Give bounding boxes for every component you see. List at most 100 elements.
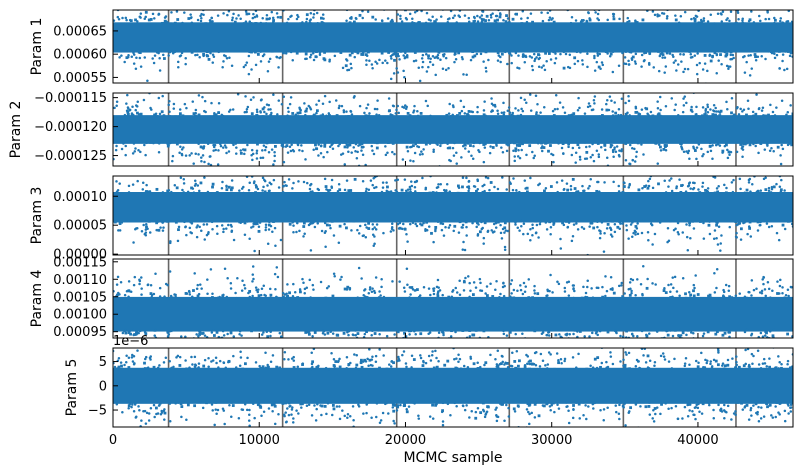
sample-point [623,62,626,65]
sample-point [180,51,184,55]
sample-point [703,62,707,65]
sample-point [139,112,143,116]
sample-point [730,111,733,115]
sample-point [462,73,465,76]
sample-point [478,16,482,19]
sample-point [412,59,416,63]
sample-point [349,62,353,66]
sample-point [781,53,785,56]
sample-point [484,19,487,22]
sample-point [309,53,313,56]
sample-point [628,50,631,54]
sample-point [454,57,458,61]
sample-point [569,21,573,25]
sample-point [259,22,263,25]
sample-point [787,10,791,13]
sample-point [696,22,699,25]
sample-point [151,12,155,16]
sample-point [312,51,315,55]
sample-point [420,10,423,13]
sample-point [304,57,307,61]
sample-point [132,51,135,55]
sample-point [350,66,353,70]
sample-point [767,17,771,21]
sample-point [444,68,448,72]
sample-point [402,69,405,73]
sample-point [786,20,790,23]
sample-point [709,59,713,63]
sample-point [633,60,637,63]
sample-point [446,17,450,21]
sample-point [530,56,534,59]
sample-point [502,19,505,22]
sample-point [645,107,649,111]
sample-point [436,56,440,60]
sample-point [322,17,325,20]
sample-point [640,53,644,57]
sample-point [374,18,377,21]
sample-point [409,1,412,4]
series-points [113,1,793,83]
sample-point [247,72,251,76]
sample-point [634,62,637,65]
sample-point [350,51,354,55]
sample-point [627,59,630,63]
sample-point [211,53,215,56]
sample-point [250,68,253,71]
sample-point [674,59,677,62]
sample-point [453,53,456,56]
sample-point [157,51,160,55]
sample-point [641,18,645,22]
sample-point [190,21,194,25]
sample-point [689,52,693,56]
sample-point [776,145,780,149]
sample-point [473,19,477,23]
sample-point [175,10,179,13]
sample-point [429,19,432,22]
sample-point [739,143,743,146]
sample-point [414,50,417,54]
sample-point [164,15,168,18]
sample-point [538,56,541,60]
sample-point [242,65,246,69]
sample-point [570,113,574,117]
sample-point [606,18,609,22]
sample-point [489,16,493,19]
sample-point [446,22,449,25]
sample-point [662,12,666,15]
sample-point [457,51,461,55]
sample-point [729,53,733,57]
sample-point [125,56,129,60]
sample-point [672,55,675,58]
sample-point [526,16,529,20]
sample-point [715,71,718,75]
sample-point [451,16,455,20]
sample-point [198,55,201,59]
sample-point [743,71,747,74]
sample-point [549,58,553,61]
sample-point [285,144,289,147]
sample-point [541,19,545,23]
sample-point [248,20,251,23]
sample-point [719,12,723,15]
sample-point [358,13,362,17]
sample-point [573,56,577,60]
sample-point [550,18,553,21]
y-axis-label: Param 1 [29,18,45,76]
sample-point [414,59,418,62]
sample-point [183,11,186,14]
sample-point [601,63,605,67]
sample-point [230,18,234,22]
sample-point [653,13,657,17]
sample-point [253,22,257,25]
sample-point [690,17,693,21]
sample-point [371,66,374,70]
sample-point [736,10,739,13]
sample-point [361,16,364,20]
sample-point [508,52,512,56]
sample-point [412,144,415,148]
sample-point [471,55,475,59]
sample-point [585,150,589,154]
sample-point [117,17,121,21]
